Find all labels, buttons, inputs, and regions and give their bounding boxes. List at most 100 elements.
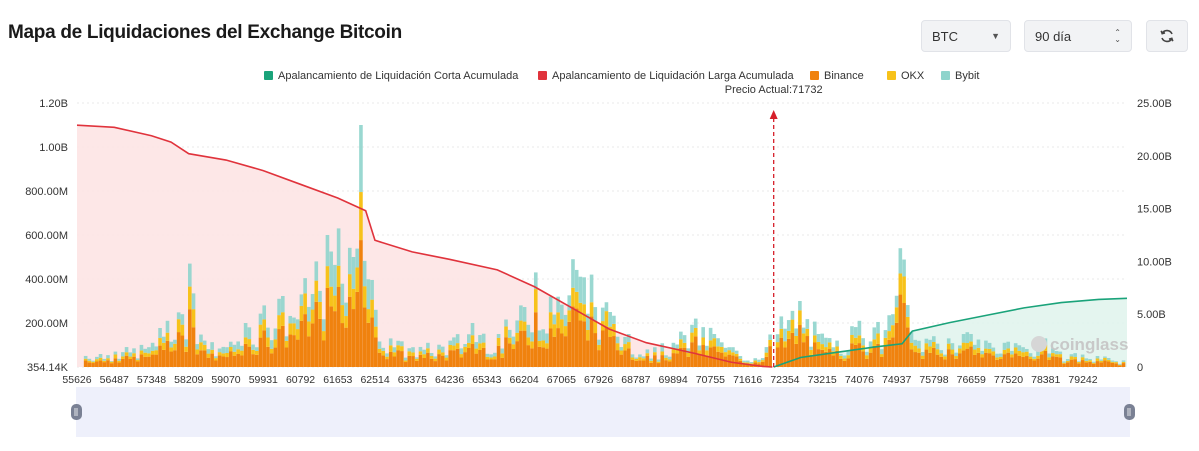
bar-okx [128,356,133,359]
bar-bybit [1106,357,1111,360]
bar-okx [366,309,371,323]
legend-swatch[interactable] [810,71,819,80]
bar-bybit [362,260,367,287]
bar-bybit [370,279,374,300]
bar-okx [422,354,426,359]
bar-bybit [106,355,110,359]
zoom-handle-left[interactable] [71,404,82,420]
bar-bybit [939,350,944,354]
bar-binance [998,359,1003,367]
bar-bybit [173,339,177,344]
bar-okx [269,348,274,354]
bar-bybit [1047,353,1051,358]
bar-okx [135,360,140,362]
bar-bybit [839,353,843,356]
bar-bybit [530,332,534,342]
legend-swatch[interactable] [538,71,547,80]
range-select[interactable]: 90 día ⌃ ⌄ [1024,20,1132,52]
bar-okx [645,353,650,356]
bar-bybit [712,334,717,339]
bar-binance [381,355,386,367]
legend-label: Apalancamiento de Liquidación Corta Acum… [278,70,519,82]
bar-okx [217,352,222,356]
bar-okx [909,342,914,350]
bar-bybit [861,338,865,346]
bar-bybit [377,341,382,349]
bar-okx [1106,359,1111,362]
bar-binance [400,351,404,367]
bar-okx [292,323,296,336]
bar-okx [708,340,713,348]
bar-okx [165,332,170,341]
x-tick-label: 73215 [808,374,837,386]
bar-bybit [872,327,877,340]
bar-bybit [905,305,910,317]
bar-okx [1103,357,1107,361]
bar-binance [980,357,984,367]
bar-okx [853,337,858,345]
bar-okx [667,359,672,362]
bar-binance [377,352,382,367]
bar-bybit [210,342,214,350]
bar-binance [630,359,635,367]
bar-binance [1103,360,1107,367]
bar-binance [124,355,129,367]
bar-binance [909,349,914,367]
bar-bybit [493,352,497,357]
bar-binance [891,337,895,367]
bar-okx [374,326,378,338]
bar-bybit [831,347,836,352]
bar-binance [920,358,925,367]
bar-okx [251,349,255,355]
bar-binance [493,359,497,367]
bar-okx [504,326,508,338]
bar-okx [511,344,516,350]
bar-bybit [1002,342,1007,350]
bar-okx [310,309,315,324]
bar-okx [1088,360,1092,362]
bar-binance [217,355,222,367]
bar-bybit [690,324,694,333]
bar-binance [865,358,869,367]
bar-bybit [946,338,951,344]
bar-binance [972,354,977,367]
bar-binance [165,340,170,367]
zoom-handle-right[interactable] [1124,404,1135,420]
legend-swatch[interactable] [941,71,950,80]
bar-okx [113,354,118,359]
x-tick-label: 74076 [845,374,874,386]
bar-binance [470,343,475,367]
y-left-tick-label: 600.00M [25,230,68,242]
bar-okx [615,343,620,351]
bar-binance [385,359,389,367]
legend-swatch[interactable] [264,71,273,80]
bar-okx [924,343,929,350]
bar-binance [809,354,813,367]
bar-okx [463,346,467,353]
bar-binance [593,333,598,367]
bar-okx [664,357,668,361]
bar-binance [760,361,765,367]
x-tick-label: 62514 [360,374,389,386]
bar-bybit [161,336,166,343]
legend-swatch[interactable] [887,71,896,80]
bar-binance [106,360,110,367]
bar-bybit [202,340,207,345]
bar-binance [426,352,430,367]
bar-okx [865,355,869,359]
coin-select[interactable]: BTC ▼ [921,20,1011,52]
bar-okx [1021,352,1025,357]
bar-binance [783,347,787,367]
bar-okx [597,344,601,351]
bar-binance [816,349,821,367]
zoom-track[interactable] [76,387,1130,437]
bar-binance [1121,363,1126,367]
bar-okx [552,324,557,337]
bar-bybit [452,337,456,346]
bar-okx [273,339,278,348]
bar-bybit [307,306,311,322]
bar-okx [519,320,523,331]
refresh-button[interactable] [1146,20,1188,52]
bar-okx [879,354,884,357]
bar-bybit [943,354,947,357]
